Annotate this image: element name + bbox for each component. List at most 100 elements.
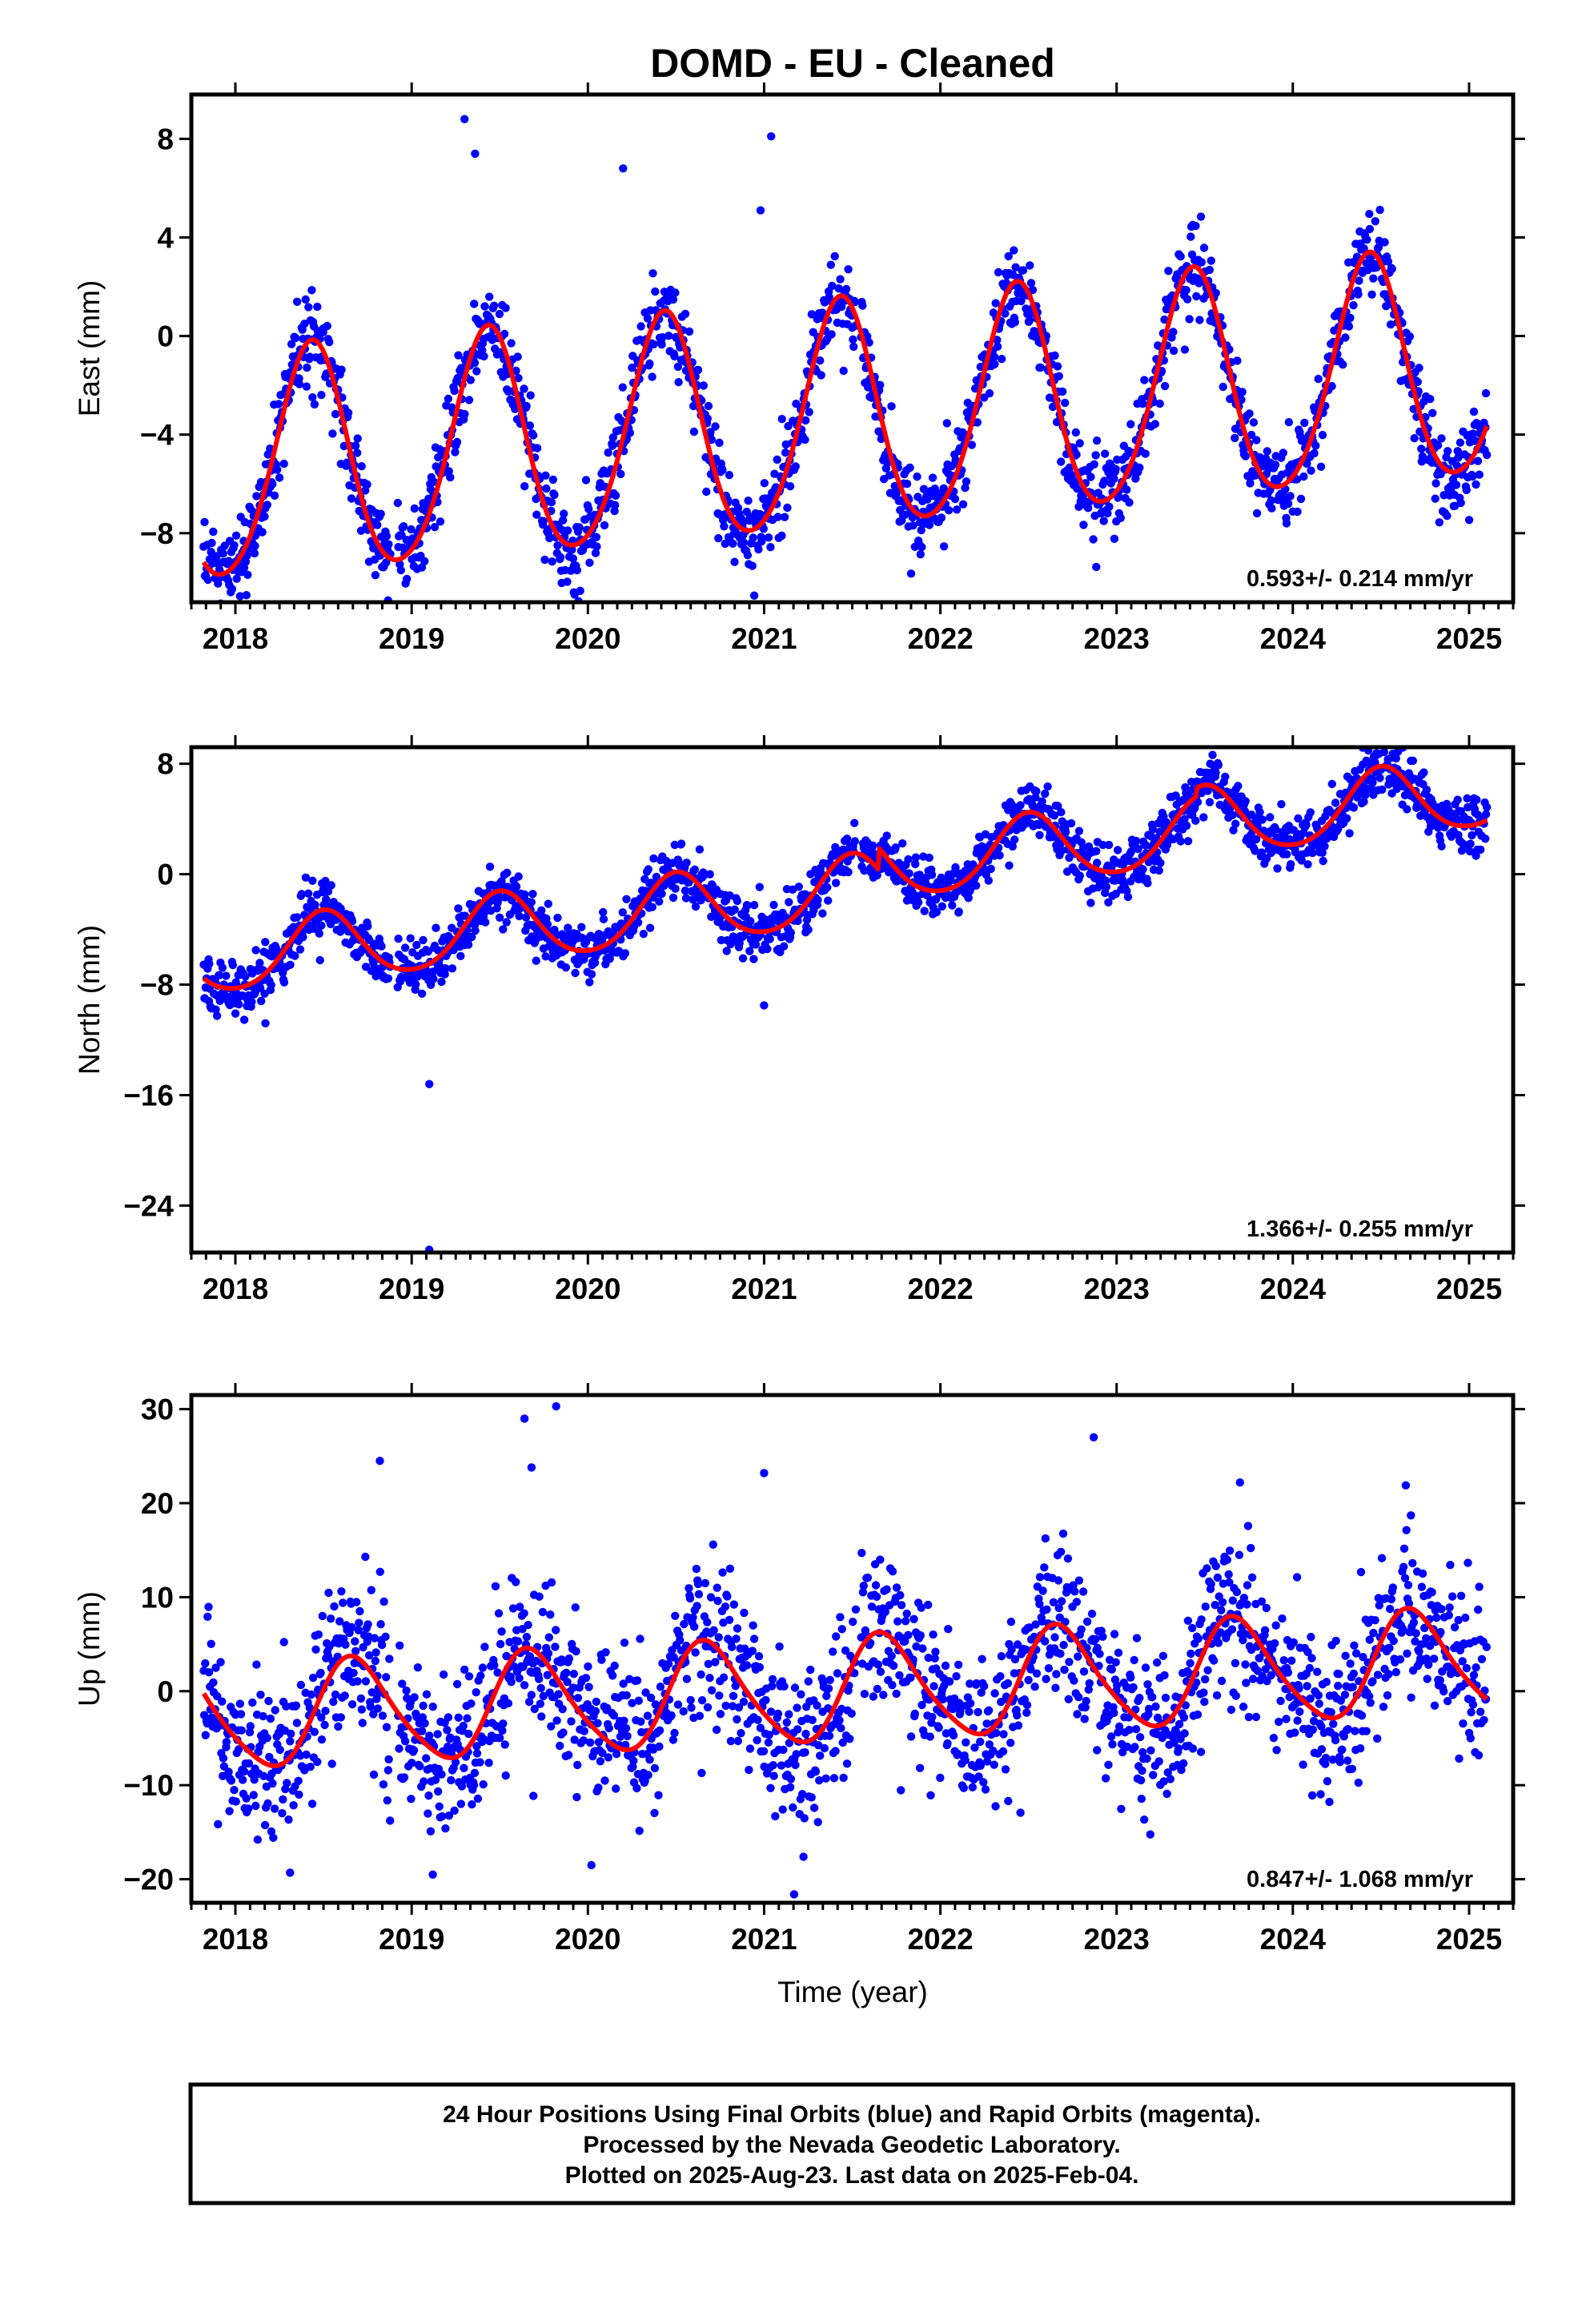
data-point	[567, 1717, 576, 1726]
data-point	[671, 288, 680, 297]
data-point	[825, 1731, 834, 1740]
data-point	[681, 887, 690, 895]
data-point	[244, 1804, 253, 1813]
data-point	[361, 1677, 371, 1686]
data-point	[917, 525, 926, 535]
data-point	[1100, 476, 1109, 485]
data-point	[1102, 883, 1111, 891]
data-point	[1386, 320, 1395, 329]
data-point	[763, 944, 772, 954]
data-point	[1481, 388, 1491, 398]
data-point	[552, 1716, 561, 1725]
data-point	[618, 908, 627, 917]
outlier-point	[760, 1001, 769, 1010]
data-point	[515, 1674, 524, 1683]
data-point	[1472, 795, 1481, 804]
data-point	[1205, 265, 1215, 275]
data-point	[464, 1729, 473, 1739]
data-point	[804, 925, 813, 935]
data-point	[341, 1640, 350, 1649]
data-point	[766, 543, 775, 552]
data-point	[216, 1658, 225, 1667]
data-point	[353, 1677, 362, 1686]
data-point	[1005, 861, 1014, 870]
data-point	[1410, 434, 1419, 443]
data-point	[313, 1757, 322, 1767]
x-tick-label: 2021	[731, 1273, 797, 1305]
data-point	[985, 389, 994, 398]
data-point	[1195, 316, 1204, 324]
data-point	[425, 1731, 434, 1740]
data-point	[328, 429, 337, 438]
data-point	[680, 1619, 689, 1629]
data-point	[703, 1618, 712, 1626]
data-point	[540, 555, 549, 565]
data-point	[1207, 256, 1216, 265]
data-point	[1103, 509, 1112, 518]
data-point	[547, 1722, 556, 1731]
data-point	[301, 295, 310, 304]
data-point	[337, 365, 346, 374]
data-point	[609, 1711, 618, 1720]
data-point	[296, 1680, 306, 1690]
data-point	[419, 935, 428, 945]
data-point	[1196, 212, 1206, 221]
data-point	[571, 968, 580, 978]
data-point	[292, 913, 302, 922]
data-point	[1465, 846, 1475, 856]
data-point	[222, 971, 231, 980]
data-point	[1104, 898, 1113, 907]
data-point	[1054, 372, 1063, 380]
x-ticks-east	[190, 82, 1515, 614]
data-point	[1303, 459, 1311, 468]
data-point	[500, 329, 509, 339]
data-point	[313, 302, 322, 312]
data-point	[1314, 375, 1323, 384]
data-point	[665, 332, 673, 340]
data-point	[432, 923, 440, 932]
data-point	[990, 360, 999, 368]
data-point	[733, 1715, 741, 1724]
data-point	[330, 1602, 339, 1611]
data-point	[792, 400, 801, 408]
data-point	[302, 1750, 311, 1759]
data-point	[294, 1776, 303, 1785]
data-point	[431, 1775, 440, 1784]
panel-up: 2018 2019 2020 2021 2022 2023 2024 20253020100−…	[73, 1383, 1525, 1956]
data-point	[932, 907, 942, 917]
data-point	[456, 1799, 465, 1808]
data-point	[682, 858, 691, 867]
data-point	[669, 1735, 678, 1744]
data-point	[539, 517, 548, 525]
data-point	[586, 1738, 595, 1747]
data-point	[301, 873, 311, 883]
data-point	[1320, 842, 1329, 851]
data-point	[715, 1691, 724, 1700]
data-point	[205, 959, 214, 968]
data-point	[434, 1787, 443, 1796]
data-point	[466, 376, 475, 384]
data-point	[654, 1791, 663, 1799]
data-point	[1417, 444, 1426, 453]
data-point	[1443, 447, 1452, 456]
data-point	[376, 1620, 385, 1629]
data-point	[1437, 434, 1446, 443]
data-point	[1182, 821, 1191, 830]
data-point	[831, 1747, 840, 1755]
data-point	[800, 1814, 809, 1823]
data-point	[636, 1634, 644, 1643]
data-point	[1075, 871, 1085, 880]
data-point	[655, 1742, 664, 1751]
data-point	[753, 1735, 761, 1745]
data-point	[1092, 562, 1101, 572]
data-point	[709, 1540, 717, 1549]
data-point	[785, 482, 795, 491]
data-point	[807, 1793, 816, 1802]
data-point	[1156, 858, 1165, 867]
data-point	[1101, 876, 1110, 885]
data-point	[339, 1598, 347, 1607]
data-point	[697, 1670, 705, 1679]
data-point	[396, 1641, 404, 1650]
data-point	[396, 565, 405, 575]
data-point	[335, 1617, 344, 1626]
